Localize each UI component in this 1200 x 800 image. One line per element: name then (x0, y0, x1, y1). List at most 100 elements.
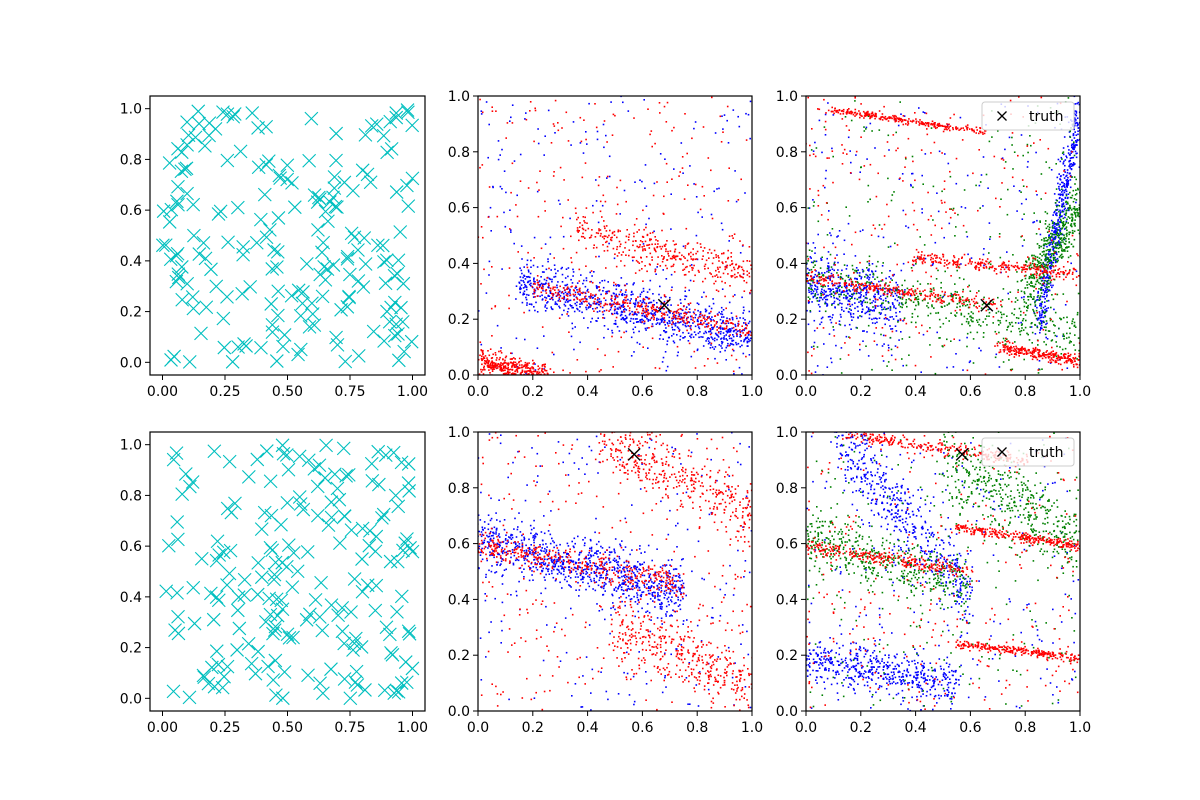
point (486, 358, 489, 361)
point (807, 272, 810, 274)
point (1078, 166, 1080, 168)
point (892, 318, 895, 320)
point (550, 297, 553, 300)
point (554, 301, 557, 303)
point (891, 291, 893, 294)
point (1037, 261, 1039, 263)
point (710, 319, 712, 321)
point (854, 297, 856, 300)
point (643, 298, 646, 301)
point (1026, 281, 1029, 283)
point (738, 330, 740, 332)
point (1030, 280, 1033, 283)
point (835, 344, 837, 347)
point (995, 353, 998, 356)
point (635, 298, 637, 300)
point (889, 309, 892, 311)
point (1040, 286, 1043, 289)
point (850, 328, 852, 330)
point (920, 292, 922, 295)
point (1040, 327, 1042, 330)
point (1040, 263, 1043, 266)
point (582, 300, 585, 303)
point (863, 330, 865, 332)
point (987, 187, 989, 189)
point (1049, 256, 1052, 259)
point (942, 322, 945, 325)
point (569, 290, 571, 292)
point (901, 338, 904, 340)
point (730, 312, 733, 314)
point (663, 321, 666, 323)
point (1040, 245, 1042, 248)
point (526, 364, 529, 366)
point (628, 254, 630, 257)
point (819, 306, 821, 308)
point (583, 301, 586, 303)
point (901, 358, 903, 360)
point (533, 280, 535, 282)
point (1023, 291, 1026, 293)
point (633, 351, 635, 353)
point (914, 308, 916, 311)
point (701, 314, 704, 317)
point (585, 277, 588, 279)
point (634, 311, 637, 313)
point (551, 296, 554, 299)
point (707, 340, 710, 342)
point (904, 302, 907, 305)
point (1077, 133, 1079, 136)
point (1070, 152, 1072, 154)
point (553, 257, 555, 259)
point (690, 255, 692, 258)
point (656, 302, 658, 304)
point (677, 311, 680, 314)
point (982, 156, 985, 158)
point (524, 338, 526, 341)
point (541, 294, 543, 297)
point (692, 280, 695, 282)
point (819, 279, 821, 282)
point (1045, 161, 1047, 163)
point (672, 256, 675, 259)
point (1035, 309, 1038, 312)
point (1071, 320, 1074, 322)
point (545, 297, 548, 299)
point (629, 312, 631, 315)
point (640, 305, 642, 307)
point (721, 261, 724, 263)
point (808, 249, 811, 251)
point (585, 306, 587, 309)
point (642, 243, 645, 245)
point (1030, 144, 1032, 147)
point (868, 276, 871, 279)
point (712, 326, 715, 329)
point (739, 317, 741, 319)
point (730, 269, 733, 272)
point (1037, 372, 1040, 374)
point (680, 302, 682, 304)
point (973, 304, 975, 307)
point (1033, 276, 1036, 279)
point (1073, 146, 1076, 149)
point (694, 274, 696, 277)
point (315, 245, 329, 260)
point (748, 275, 751, 278)
point (744, 327, 746, 330)
point (1044, 287, 1047, 290)
point (650, 325, 653, 328)
point (1062, 181, 1064, 184)
point (700, 321, 702, 324)
point (1051, 229, 1053, 232)
point (1034, 255, 1037, 258)
point (1047, 253, 1050, 255)
point (494, 305, 497, 307)
point (1034, 324, 1037, 326)
point (521, 272, 523, 275)
point (530, 266, 532, 268)
point (697, 317, 700, 319)
point (872, 306, 874, 308)
point (821, 298, 824, 301)
point (840, 276, 843, 279)
point (665, 327, 667, 329)
